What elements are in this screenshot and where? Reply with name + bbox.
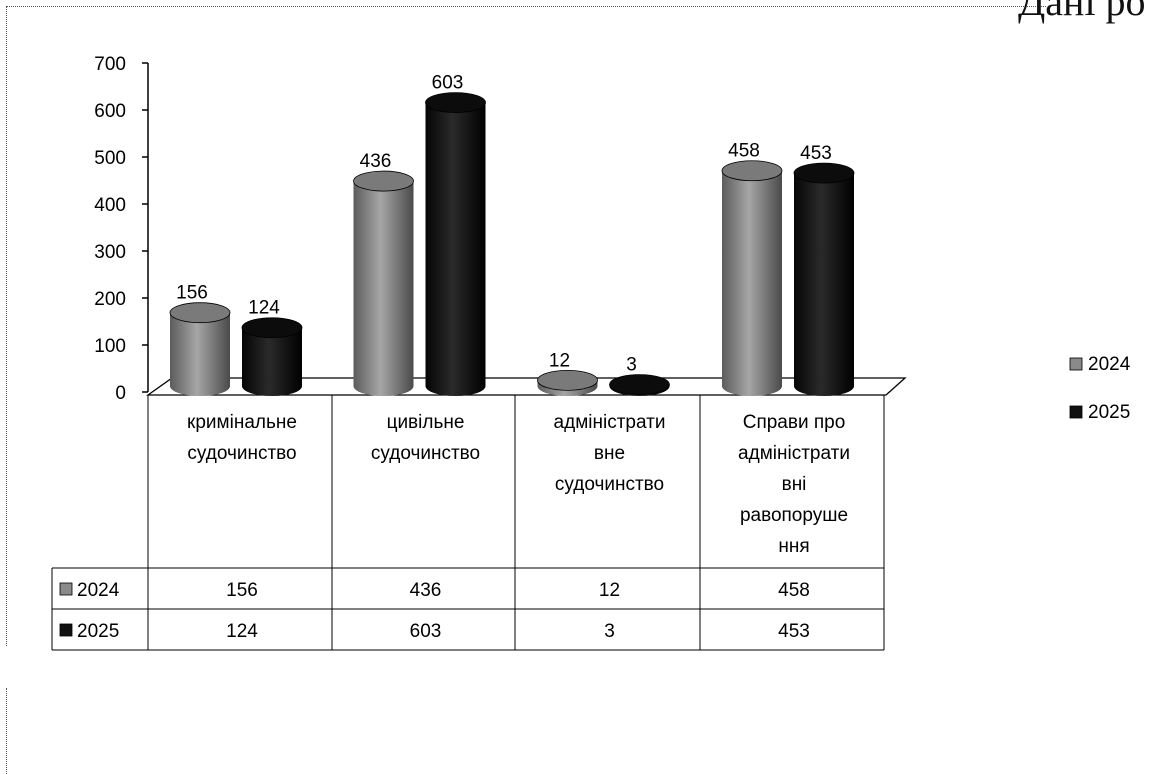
data-label: 12 — [549, 350, 570, 371]
data-label: 603 — [432, 73, 464, 94]
table-cell-value: 124 — [226, 621, 258, 642]
bar-2025-top — [609, 374, 670, 395]
y-tick-label: 500 — [94, 148, 126, 169]
bar-2024-body — [722, 170, 782, 386]
x-tick-label: судочинство — [555, 474, 664, 495]
y-tick-label: 0 — [115, 383, 126, 404]
y-tick-label: 700 — [94, 54, 126, 75]
x-tick-label: цивільне — [387, 412, 465, 433]
page-frame-top — [6, 6, 1046, 7]
page-frame-left — [6, 6, 7, 646]
bar-2025-top — [241, 317, 303, 339]
table-series-label: 2025 — [77, 621, 119, 642]
table-cell-value: 603 — [410, 621, 442, 642]
x-tick-label: адміністрати — [738, 443, 850, 464]
table-legend-swatch — [59, 582, 73, 596]
data-label: 156 — [176, 283, 208, 304]
bar-2024-base — [170, 376, 230, 396]
bar-2025-body — [425, 102, 486, 386]
clipped-heading-text: Дані ро — [1018, 0, 1146, 24]
legend-label: 2024 — [1088, 354, 1131, 375]
y-tick-label: 600 — [94, 101, 126, 122]
table-cell-value: 458 — [778, 580, 810, 601]
bar-2025-base — [242, 376, 302, 396]
table-cell-value: 156 — [226, 580, 258, 601]
y-tick-label: 100 — [94, 336, 126, 357]
bar-2024-top — [169, 302, 231, 324]
y-tick-label: 200 — [94, 289, 126, 310]
table-cell-value: 3 — [604, 621, 615, 642]
x-tick-label: адміністрати — [554, 412, 666, 433]
bar-2024-top — [537, 369, 598, 391]
x-tick-label: вне — [594, 443, 625, 464]
bar-2025-top — [425, 92, 486, 113]
bar-2025-base — [794, 376, 854, 396]
bar-2024-top — [721, 160, 783, 182]
bar-2024-base — [353, 376, 414, 396]
data-label: 453 — [800, 143, 832, 164]
x-tick-label: равопоруше — [740, 505, 848, 526]
table-cell-value: 436 — [410, 580, 442, 601]
bar-2024-top — [353, 170, 414, 192]
data-label: 124 — [248, 298, 280, 319]
bar-2024-body — [170, 312, 230, 386]
x-tick-label: судочинство — [371, 443, 480, 464]
data-label: 436 — [360, 151, 392, 172]
x-tick-label: ння — [778, 536, 809, 557]
legend-label: 2025 — [1088, 402, 1130, 423]
page-frame-left-lower — [6, 688, 7, 774]
bar-2025-body — [794, 173, 854, 386]
table-series-label: 2024 — [77, 580, 120, 601]
y-tick-label: 400 — [94, 195, 126, 216]
x-tick-label: кримінальне — [187, 412, 297, 433]
y-tick-label: 300 — [94, 242, 126, 263]
table-cell-value: 453 — [778, 621, 810, 642]
x-tick-label: вні — [782, 474, 807, 495]
bar-2024-base — [722, 376, 782, 396]
bar-2024-body — [353, 181, 414, 386]
data-label: 3 — [626, 355, 637, 376]
table-legend-swatch — [59, 623, 73, 637]
legend-swatch — [1069, 357, 1083, 371]
x-tick-label: Справи про — [743, 412, 846, 433]
data-label: 458 — [728, 141, 760, 162]
table-cell-value: 12 — [599, 580, 620, 601]
bar-2025-base — [425, 376, 486, 396]
bar-2025-top — [793, 162, 855, 184]
x-tick-label: судочинство — [187, 443, 296, 464]
legend-swatch — [1069, 405, 1083, 419]
